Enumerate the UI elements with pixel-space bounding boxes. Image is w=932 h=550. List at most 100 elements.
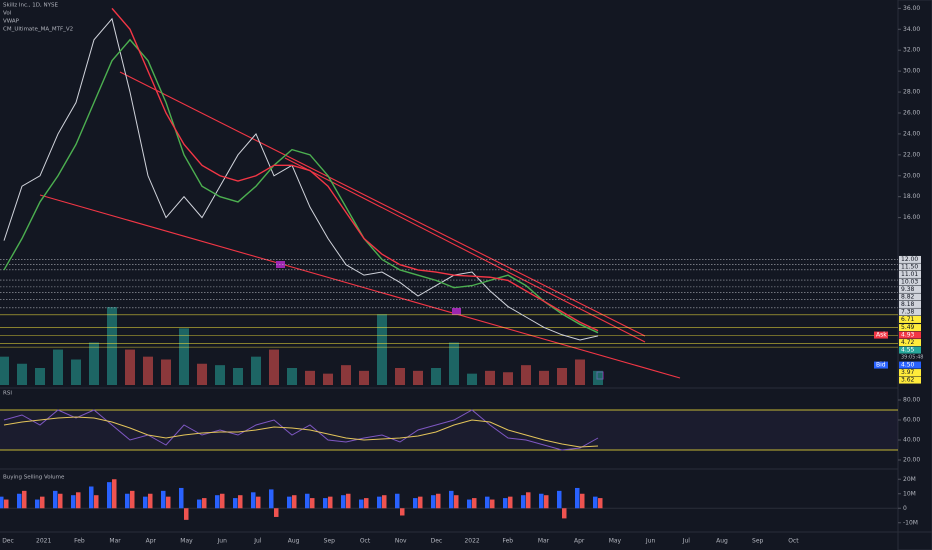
- bar: [418, 496, 423, 509]
- volume-bar: [593, 370, 603, 385]
- x-tick-label: Aug: [716, 538, 728, 545]
- price-tag: [899, 285, 921, 293]
- volume-bar: [449, 342, 459, 385]
- y-tick-label: 20.00: [903, 172, 920, 179]
- y-tick-label: 22.00: [903, 151, 920, 158]
- bar: [521, 495, 526, 509]
- price-tag-label: 5.49: [901, 324, 915, 331]
- price-tag: [899, 300, 921, 308]
- volume-bar: [485, 370, 495, 385]
- bar: [112, 479, 117, 509]
- bar: [220, 493, 225, 509]
- chart-title: Skillz Inc., 1D, NYSE: [3, 3, 58, 9]
- volume-bar: [107, 307, 117, 385]
- x-tick-label: Feb: [502, 538, 513, 545]
- bar: [490, 499, 495, 509]
- x-tick-label: Dec: [2, 538, 14, 545]
- price-tag-label: 8.82: [901, 293, 915, 300]
- bar: [526, 492, 531, 509]
- volume-bar: [17, 363, 27, 385]
- y-tick-label: 36.00: [903, 5, 920, 12]
- x-tick-label: Apr: [574, 538, 585, 545]
- price-tag: [899, 369, 921, 377]
- bar: [53, 490, 58, 509]
- indicator-label: Vol: [3, 11, 12, 17]
- tag-box: [874, 361, 888, 369]
- bar: [202, 498, 207, 509]
- price-tag-label: 4.72: [901, 339, 915, 346]
- x-tick-label: Nov: [395, 538, 407, 545]
- volume-bar: [35, 368, 45, 385]
- bar: [76, 492, 81, 509]
- volume-bar: [575, 359, 585, 385]
- bar: [323, 498, 328, 509]
- volume-bar: [179, 328, 189, 385]
- pane-title: Buying Selling Volume: [3, 475, 65, 481]
- y-tick-label: 40.00: [903, 437, 920, 444]
- bar: [575, 487, 580, 509]
- x-tick-label: May: [609, 538, 622, 545]
- y-tick-label: -10M: [903, 519, 918, 526]
- series-line: [3, 416, 599, 448]
- price-tag-label: 6.71: [901, 316, 915, 323]
- volume-bar: [395, 368, 405, 385]
- bar: [364, 498, 369, 509]
- volume-bar: [539, 370, 549, 385]
- price-tag-label: 8.18: [901, 301, 915, 308]
- bar: [395, 493, 400, 509]
- volume-bar: [215, 365, 225, 385]
- x-tick-label: Apr: [146, 538, 157, 545]
- bar: [269, 489, 274, 509]
- x-tick-label: May: [180, 538, 193, 545]
- bar: [130, 490, 135, 509]
- bar: [35, 499, 40, 509]
- tag-text: Bid: [876, 362, 886, 369]
- bar: [580, 493, 585, 509]
- trendline: [119, 71, 646, 337]
- price-tag: [899, 324, 921, 332]
- bar: [359, 499, 364, 509]
- bar: [238, 495, 243, 509]
- bar: [107, 482, 112, 509]
- bar: [328, 496, 333, 509]
- series-line: [111, 7, 599, 332]
- trendline: [284, 157, 646, 343]
- price-tag: [899, 263, 921, 271]
- event-marker: [452, 308, 461, 315]
- bar: [256, 496, 261, 509]
- bar: [179, 487, 184, 509]
- x-tick-label: Oct: [360, 538, 371, 545]
- volume-bar: [341, 365, 351, 385]
- bar: [449, 490, 454, 509]
- volume-bar: [413, 370, 423, 385]
- y-tick-label: 0: [903, 505, 907, 512]
- volume-bar: [503, 372, 513, 385]
- bar: [377, 496, 382, 509]
- y-tick-label: 34.00: [903, 26, 920, 33]
- x-tick-label: Feb: [74, 538, 85, 545]
- bar: [382, 495, 387, 509]
- volume-bar: [431, 368, 441, 385]
- bar: [143, 496, 148, 509]
- bar: [310, 498, 315, 509]
- y-tick-label: 28.00: [903, 89, 920, 96]
- price-tag-label: 9.38: [901, 286, 915, 293]
- x-tick-label: Aug: [288, 538, 300, 545]
- bar: [197, 499, 202, 509]
- tag-box: [874, 331, 888, 339]
- bar: [508, 496, 513, 509]
- price-tag-label: 4.50: [901, 362, 915, 369]
- bar: [94, 495, 99, 509]
- volume-bar: [71, 359, 81, 385]
- price-tag: [899, 308, 921, 316]
- x-tick-label: Mar: [538, 538, 550, 545]
- bar: [233, 498, 238, 509]
- price-tag-label: 11.50: [901, 263, 918, 270]
- price-tag-label: 10.03: [901, 278, 918, 285]
- price-tag-label: 4.55: [901, 347, 915, 354]
- bar: [346, 493, 351, 509]
- price-tag: [899, 331, 921, 339]
- price-tag: [899, 270, 921, 278]
- volume-bar: [89, 342, 99, 385]
